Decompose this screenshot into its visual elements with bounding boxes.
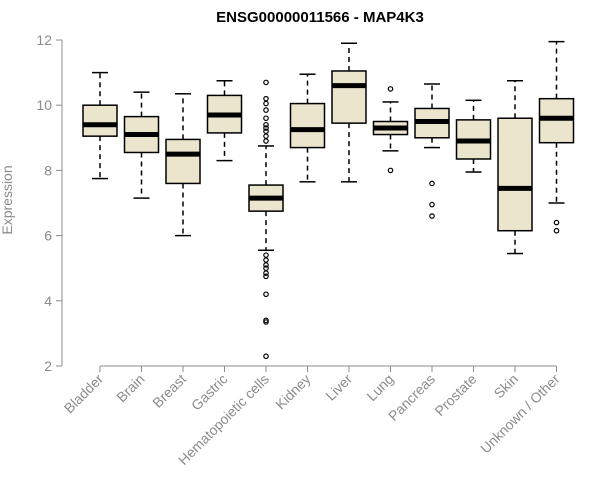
- outlier-point: [263, 257, 269, 263]
- box-unknown-other: [538, 40, 575, 234]
- outlier-point: [263, 291, 269, 298]
- y-tick-label: 6: [44, 228, 52, 244]
- box-breast: [165, 93, 201, 237]
- y-tick-label: 4: [44, 293, 52, 309]
- outlier-point: [263, 100, 269, 107]
- box-brain: [123, 91, 160, 199]
- box-skin: [497, 80, 533, 255]
- box-pancreas: [414, 83, 450, 219]
- category-label: Liver: [322, 371, 355, 404]
- category-label: Skin: [491, 371, 522, 402]
- y-axis-label: Expression: [0, 165, 15, 234]
- chart-title: ENSG00000011566 - MAP4K3: [216, 9, 424, 26]
- box-bladder: [82, 71, 118, 180]
- category-label: Brain: [113, 371, 147, 405]
- y-tick-label: 10: [36, 97, 52, 113]
- category-label: Kidney: [272, 371, 314, 413]
- y-tick-label: 2: [44, 358, 52, 374]
- axes: 2 4 6 8 10 12: [36, 32, 557, 374]
- box-liver: [331, 42, 367, 183]
- outlier-point: [263, 125, 269, 131]
- outlier-point: [429, 213, 435, 219]
- iqr-box: [165, 138, 201, 185]
- box-lung: [372, 86, 409, 174]
- iqr-box: [82, 104, 118, 137]
- category-label: Lung: [363, 371, 396, 404]
- outlier-point: [553, 219, 560, 226]
- box-kidney: [289, 73, 326, 183]
- category-label: Prostate: [431, 371, 479, 419]
- outlier-point: [263, 353, 269, 360]
- outlier-point: [263, 95, 269, 102]
- iqr-box: [497, 117, 533, 232]
- y-tick-label: 8: [44, 162, 52, 178]
- outlier-point: [263, 133, 269, 139]
- outlier-point: [429, 201, 435, 208]
- outlier-point: [387, 86, 394, 92]
- y-tick-label: 12: [36, 32, 52, 48]
- outlier-point: [263, 262, 269, 268]
- outlier-point: [263, 252, 269, 258]
- iqr-box: [331, 70, 367, 124]
- box-gastric: [206, 80, 243, 162]
- boxes-group: [82, 40, 575, 360]
- outlier-point: [263, 319, 269, 325]
- category-label: Breast: [149, 371, 189, 411]
- box-hematopoietic-cells: [248, 79, 284, 360]
- outlier-point: [263, 273, 269, 280]
- outlier-point: [553, 227, 560, 234]
- outlier-point: [263, 138, 269, 144]
- category-label: Bladder: [61, 371, 107, 417]
- category-label: Unknown / Other: [477, 371, 563, 457]
- box-prostate: [455, 99, 492, 173]
- outlier-point: [263, 270, 269, 276]
- outlier-point: [387, 167, 394, 174]
- outlier-point: [263, 121, 269, 128]
- outlier-point: [263, 115, 269, 122]
- iqr-box: [289, 102, 326, 149]
- outlier-point: [429, 180, 435, 187]
- outlier-point: [263, 79, 269, 86]
- outlier-point: [263, 107, 269, 113]
